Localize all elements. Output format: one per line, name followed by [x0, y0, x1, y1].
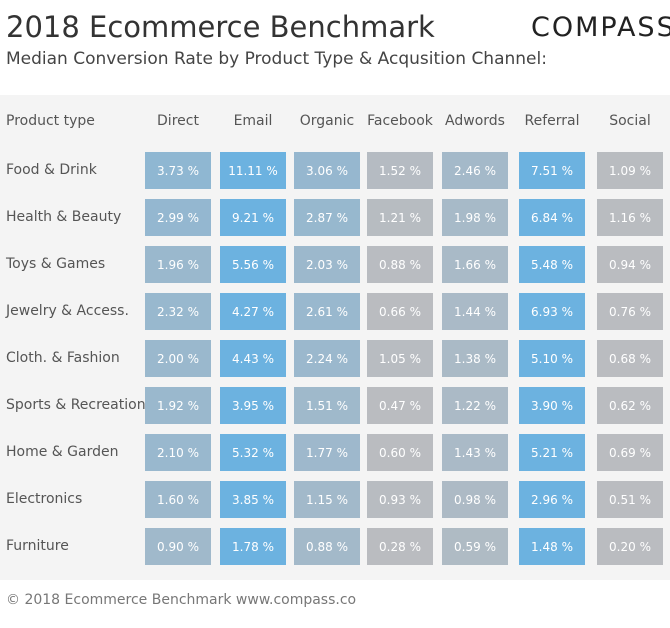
cell: 2.61 % [294, 293, 360, 330]
cell: 5.21 % [519, 434, 585, 471]
column-header: Email [233, 113, 273, 129]
cell: 3.73 % [145, 152, 211, 189]
cell: 1.60 % [145, 481, 211, 518]
cell: 0.59 % [442, 528, 508, 565]
row-label: Home & Garden [6, 444, 119, 460]
cell: 5.32 % [220, 434, 286, 471]
cell: 2.32 % [145, 293, 211, 330]
row-label: Health & Beauty [6, 209, 122, 225]
cell: 0.93 % [367, 481, 433, 518]
cell: 7.51 % [519, 152, 585, 189]
column-header: Direct [157, 113, 199, 129]
cell: 0.28 % [367, 528, 433, 565]
cell: 2.96 % [519, 481, 585, 518]
cell: 2.24 % [294, 340, 360, 377]
cell: 0.66 % [367, 293, 433, 330]
cell: 3.95 % [220, 387, 286, 424]
cell: 4.43 % [220, 340, 286, 377]
cell: 0.90 % [145, 528, 211, 565]
cell: 0.98 % [442, 481, 508, 518]
cell: 1.09 % [597, 152, 663, 189]
subtitle: Median Conversion Rate by Product Type &… [6, 49, 547, 69]
cell: 0.76 % [597, 293, 663, 330]
cell: 0.94 % [597, 246, 663, 283]
column-header: Organic [299, 113, 355, 129]
cell: 1.22 % [442, 387, 508, 424]
column-header: Social [609, 113, 651, 129]
cell: 1.77 % [294, 434, 360, 471]
cell: 1.43 % [442, 434, 508, 471]
row-label: Food & Drink [6, 162, 97, 178]
cell: 1.21 % [367, 199, 433, 236]
cell: 1.05 % [367, 340, 433, 377]
row-label: Toys & Games [6, 256, 106, 272]
cell: 2.00 % [145, 340, 211, 377]
cell: 4.27 % [220, 293, 286, 330]
row-label: Jewelry & Access. [6, 303, 129, 319]
logo: COMPASS [531, 12, 670, 43]
cell: 3.06 % [294, 152, 360, 189]
cell: 0.20 % [597, 528, 663, 565]
cell: 6.93 % [519, 293, 585, 330]
cell: 1.66 % [442, 246, 508, 283]
corner-label: Product type [6, 113, 95, 129]
title: 2018 Ecommerce Benchmark [6, 10, 435, 44]
cell: 1.51 % [294, 387, 360, 424]
row-label: Furniture [6, 538, 69, 554]
column-header: Facebook [367, 113, 433, 129]
row-label: Cloth. & Fashion [6, 350, 120, 366]
column-header: Referral [524, 113, 580, 129]
footer: © 2018 Ecommerce Benchmark www.compass.c… [6, 592, 357, 608]
cell: 0.51 % [597, 481, 663, 518]
cell: 1.38 % [442, 340, 508, 377]
row-label: Electronics [6, 491, 83, 507]
cell: 1.44 % [442, 293, 508, 330]
cell: 5.10 % [519, 340, 585, 377]
cell: 2.99 % [145, 199, 211, 236]
cell: 0.88 % [294, 528, 360, 565]
cell: 0.88 % [367, 246, 433, 283]
cell: 6.84 % [519, 199, 585, 236]
cell: 0.69 % [597, 434, 663, 471]
cell: 1.92 % [145, 387, 211, 424]
cell: 2.03 % [294, 246, 360, 283]
cell: 0.68 % [597, 340, 663, 377]
cell: 1.96 % [145, 246, 211, 283]
cell: 5.48 % [519, 246, 585, 283]
cell: 0.47 % [367, 387, 433, 424]
cell: 3.85 % [220, 481, 286, 518]
column-header: Adwords [445, 113, 505, 129]
cell: 2.10 % [145, 434, 211, 471]
cell: 1.78 % [220, 528, 286, 565]
cell: 1.48 % [519, 528, 585, 565]
cell: 1.15 % [294, 481, 360, 518]
cell: 0.62 % [597, 387, 663, 424]
cell: 9.21 % [220, 199, 286, 236]
cell: 3.90 % [519, 387, 585, 424]
cell: 2.87 % [294, 199, 360, 236]
cell: 1.16 % [597, 199, 663, 236]
cell: 11.11 % [220, 152, 286, 189]
cell: 5.56 % [220, 246, 286, 283]
row-label: Sports & Recreation [6, 397, 146, 413]
cell: 1.52 % [367, 152, 433, 189]
cell: 2.46 % [442, 152, 508, 189]
cell: 1.98 % [442, 199, 508, 236]
cell: 0.60 % [367, 434, 433, 471]
